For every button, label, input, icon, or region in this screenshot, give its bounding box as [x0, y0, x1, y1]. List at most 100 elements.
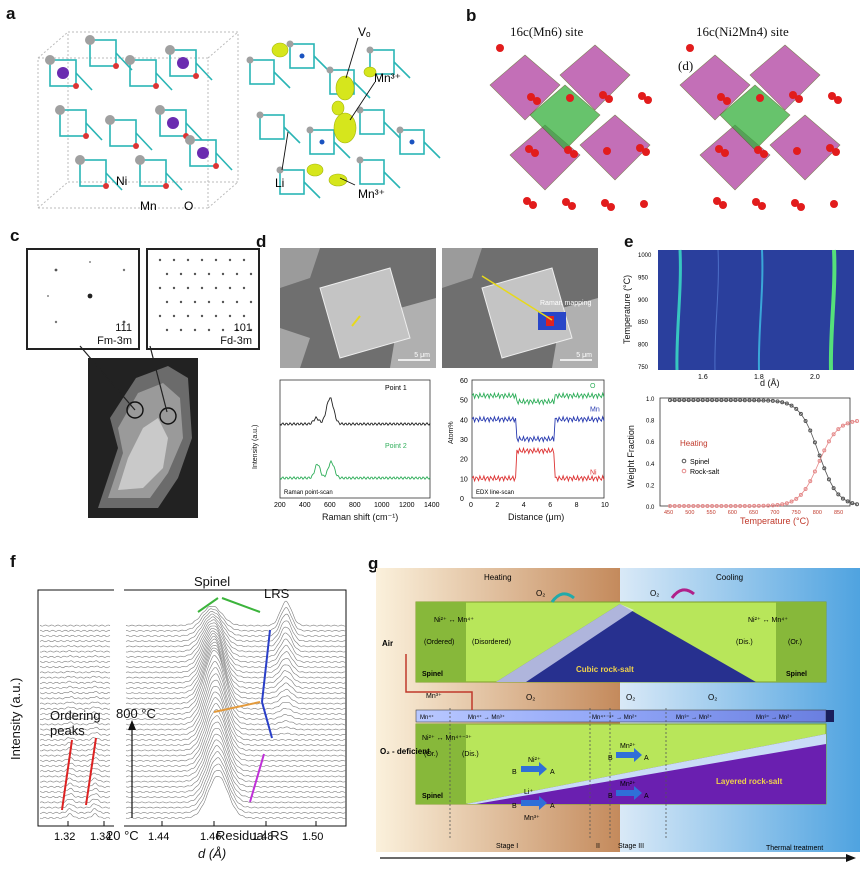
g-mn2-1: Mn²⁺ — [620, 743, 636, 750]
xrd-ordering-curve — [40, 696, 111, 700]
g-spinel-top-right: Spinel — [786, 671, 807, 678]
atom — [256, 111, 264, 119]
wf-spinel-point — [840, 496, 845, 501]
ni-atom — [197, 147, 209, 159]
g-b-2: B — [512, 803, 517, 810]
oxygen-atom — [644, 96, 652, 104]
panel-c-label: c — [10, 226, 20, 245]
diffraction-spot — [172, 258, 176, 262]
o-atom — [113, 63, 119, 69]
xrd-ordering-curve — [39, 624, 111, 627]
diffraction-spot — [221, 272, 225, 276]
oxygen-atom — [603, 147, 611, 155]
xrd-main-curve — [125, 739, 347, 788]
atom — [286, 40, 294, 48]
oxygen-atom — [686, 44, 694, 52]
xrd-main-curve — [125, 607, 347, 632]
panel-f-label: f — [10, 552, 16, 571]
panel-c-connector-lines — [79, 345, 168, 413]
atom — [366, 46, 374, 54]
space-group-fm3m: Fm-3m — [97, 335, 132, 347]
heatmap-bg — [658, 250, 854, 370]
diffraction-spot — [235, 272, 239, 276]
atom-label-li: Li — [275, 176, 284, 190]
wf-ytick: 0.4 — [646, 462, 655, 468]
o-atom — [193, 73, 199, 79]
wf-legend-rocksalt: Rock-salt — [690, 469, 719, 476]
edx-xtick: 0 — [469, 502, 473, 509]
oxygen-atom — [642, 148, 650, 156]
atom-label-o: O — [184, 199, 193, 213]
octahedron — [489, 54, 561, 121]
diffraction-spot — [242, 258, 246, 262]
xrd-main-curve — [125, 613, 347, 643]
xrd-ordering-curve — [39, 675, 111, 679]
g-ni-mn-right: Ni²⁺ ↔ Mn⁴⁺ — [748, 617, 788, 624]
g-o2-deficient: O₂ - deficient — [380, 747, 430, 756]
mn-atom — [155, 105, 165, 115]
xrd-xtick-label: 1.48 — [252, 831, 273, 843]
raman-point-1 — [279, 397, 431, 426]
weight-fraction-plot: 1.0 0.8 0.6 0.4 0.2 0.0 450 500 550 600 650 700 750 8… — [646, 397, 859, 516]
sem-crystal-right — [442, 248, 598, 368]
edx-legend: O — [590, 383, 596, 390]
oxygen-atom — [533, 97, 541, 105]
raman-ylabel: Intensity (a.u.) — [252, 424, 259, 469]
panel-b-sub-label: (d) — [678, 58, 694, 73]
g-o2-heat: O₂ — [536, 589, 545, 598]
wf-spinel-point — [794, 406, 799, 411]
xrd-main-curve — [125, 763, 347, 809]
diffraction-spot — [214, 258, 218, 262]
temperature-heatmap: 1000 950 900 850 800 750 1.6 1.8 2.0 — [638, 249, 854, 381]
lrs-arrow — [261, 629, 271, 703]
wf-rocksalt-point — [789, 499, 794, 504]
xrd-ylabel: Intensity (a.u.) — [8, 677, 23, 760]
mn-atom — [105, 115, 115, 125]
diffraction-spot — [228, 258, 232, 262]
xrd-ordering-curve — [39, 793, 111, 799]
wf-xtick: 450 — [664, 510, 673, 516]
diffraction-spot — [179, 328, 183, 332]
heatmap-xtick: 2.0 — [810, 374, 820, 381]
diffraction-spot — [165, 328, 169, 332]
g-a-2: A — [550, 803, 555, 810]
raman-tick: 1000 — [374, 502, 390, 509]
wf-spinel-point — [845, 499, 850, 504]
o-atom — [133, 143, 139, 149]
xrd-ordering-curve — [39, 645, 111, 648]
spinel-label: Spinel — [194, 574, 231, 589]
diffraction-spot — [165, 300, 169, 304]
g-ni2: Ni²⁺ — [528, 757, 541, 764]
g-stage-2: II — [596, 843, 600, 850]
xrd-ordering-curve — [39, 665, 111, 669]
edx-frame — [471, 379, 605, 499]
diffraction-spot — [249, 328, 253, 332]
oxygen-atom — [525, 145, 533, 153]
g-disordered: (Disordered) — [472, 639, 511, 646]
oxygen-atom — [640, 200, 648, 208]
oxygen-atom — [834, 96, 842, 104]
xrd-ordering-curve — [39, 701, 111, 705]
diffraction-spot — [200, 258, 204, 262]
xrd-waterfall-plot: 1.32 1.34 1.44 1.46 1.48 1.50 — [37, 586, 347, 843]
temp-low-label: 20 °C — [106, 828, 139, 843]
xrd-ordering-curve — [39, 772, 111, 778]
oxygen-atom — [713, 197, 721, 205]
defect-label-mn3-bottom: Mn³⁺ — [358, 187, 385, 201]
g-li: Li⁺ — [524, 789, 533, 796]
wf-xtick: 700 — [770, 510, 779, 516]
heatmap-ytick: 900 — [638, 298, 649, 304]
g-thermal-treatment: Thermal treatment — [766, 845, 823, 852]
g-bar-3: Mn³⁺ → Mn²⁺ — [676, 714, 712, 721]
raman-tick: 1400 — [424, 502, 440, 509]
diffraction-spot — [214, 314, 218, 318]
xrd-main-curve — [125, 703, 347, 757]
g-or-right: (Or.) — [788, 639, 802, 646]
panel-b-label: b — [466, 6, 477, 25]
wf-xtick: 750 — [792, 510, 801, 516]
diffraction-spot — [158, 286, 162, 290]
o-atom — [73, 83, 79, 89]
xrd-main-curve — [125, 630, 347, 674]
temp-high-label: 800 °C — [116, 706, 156, 721]
diffraction-spot — [207, 328, 211, 332]
